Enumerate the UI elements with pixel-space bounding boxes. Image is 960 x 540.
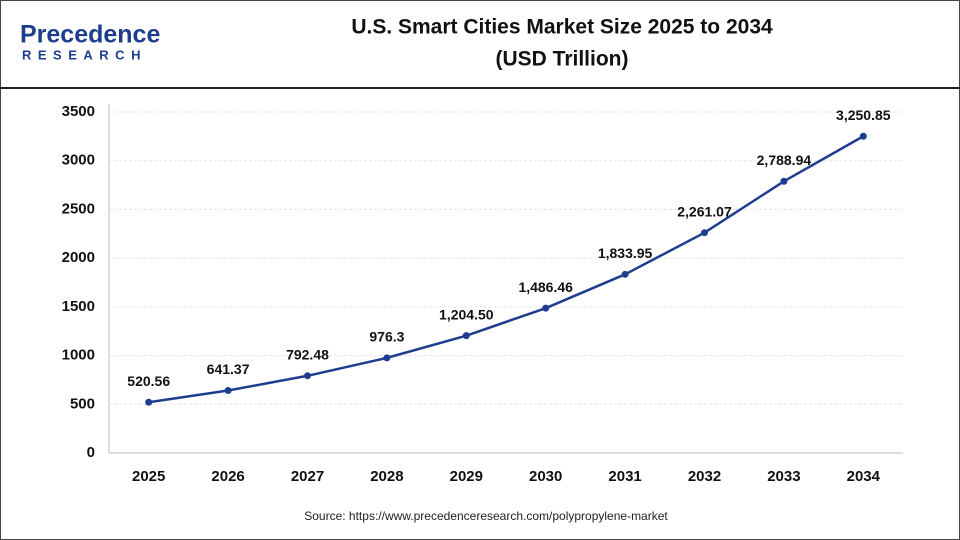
x-tick-label: 2034 xyxy=(847,468,881,485)
point xyxy=(224,387,232,395)
x-tick-label: 2030 xyxy=(529,468,562,485)
point xyxy=(383,354,391,362)
x-tick-label: 2027 xyxy=(291,468,324,485)
x-tick-label: 2031 xyxy=(608,468,641,485)
logo-tagline: RESEARCH xyxy=(22,47,147,62)
x-tick-label: 2026 xyxy=(211,468,244,485)
value-label: 976.3 xyxy=(369,329,404,345)
value-label: 2,261.07 xyxy=(677,203,732,219)
y-tick-label: 2500 xyxy=(62,200,95,217)
y-tick-label: 500 xyxy=(70,395,95,412)
y-tick-label: 2000 xyxy=(62,249,95,266)
point xyxy=(701,229,708,237)
chart-subtitle: (USD Trillion) xyxy=(496,48,629,71)
value-label: 2,788.94 xyxy=(757,152,812,168)
y-tick-label: 0 xyxy=(87,444,95,461)
point xyxy=(542,304,550,312)
point xyxy=(304,372,311,380)
point xyxy=(621,270,629,278)
value-label: 1,204.50 xyxy=(439,306,494,322)
y-tick-label: 3000 xyxy=(62,152,95,169)
point xyxy=(780,177,788,185)
value-label: 641.37 xyxy=(207,361,250,377)
point xyxy=(859,132,867,140)
value-label: 520.56 xyxy=(127,373,170,389)
x-tick-label: 2032 xyxy=(688,468,721,485)
x-tick-label: 2025 xyxy=(132,468,165,485)
source: Source: https://www.precedenceresearch.c… xyxy=(304,509,668,523)
line xyxy=(148,135,864,404)
chart-title: U.S. Smart Cities Market Size 2025 to 20… xyxy=(351,16,773,39)
logo-name: Precedence xyxy=(20,21,160,49)
value-label: 1,833.95 xyxy=(598,245,653,261)
x-tick-label: 2028 xyxy=(370,468,403,485)
value-label: 3,250.85 xyxy=(836,107,891,123)
value-label: 1,486.46 xyxy=(518,279,573,295)
y-tick-label: 3500 xyxy=(62,103,95,120)
point xyxy=(145,398,153,406)
y-tick-label: 1500 xyxy=(62,298,95,315)
y-tick-label: 1000 xyxy=(62,347,95,364)
value-label: 792.48 xyxy=(286,346,329,362)
x-tick-label: 2033 xyxy=(767,468,800,485)
point xyxy=(462,332,470,340)
x-tick-label: 2029 xyxy=(450,468,483,485)
